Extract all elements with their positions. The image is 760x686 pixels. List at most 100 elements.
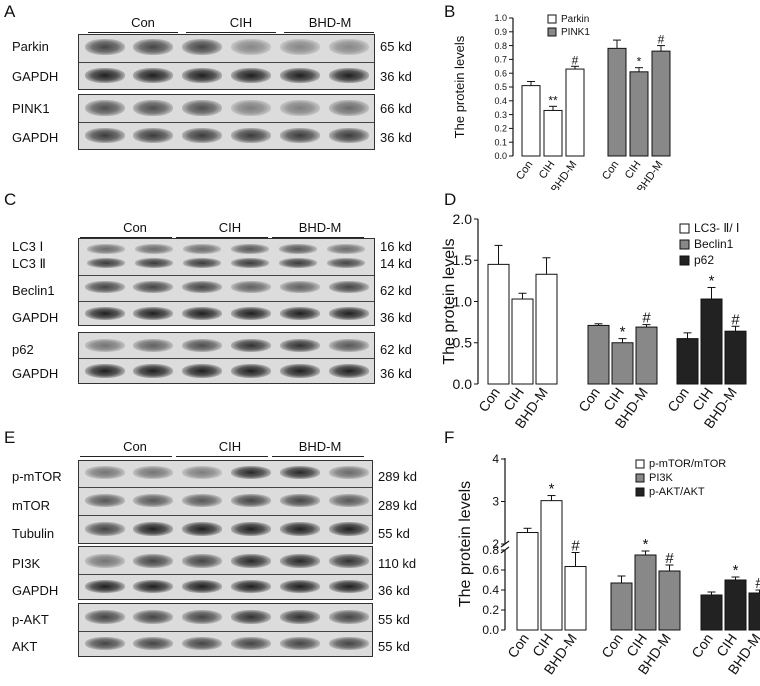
bar [724,579,747,631]
group-label-bhd-m: BHD-M [298,439,342,454]
y-tick-label: 1.0 [453,293,473,309]
x-tick-label: CIH [623,159,644,181]
legend-label: p-mTOR/mTOR [649,458,726,470]
significance-mark: # [755,575,760,592]
y-tick-label: 0.1 [494,137,507,147]
group-label-con: Con [123,220,147,235]
group-label-cih: CIH [229,15,253,30]
bar-chart-d: The protein levels0.00.51.01.52.0ConCIHB… [441,211,747,428]
significance-mark: # [571,538,580,555]
bar [610,582,633,631]
bar [565,68,585,157]
molecular-weight: 36 kd [378,583,410,598]
group-line [284,32,374,33]
significance-mark: # [642,310,651,327]
y-tick-label: 0.2 [482,603,499,617]
significance-mark: # [572,53,579,67]
bar [511,298,534,385]
blot-label: p-mTOR [12,469,62,484]
x-tick-label: Con [688,631,716,661]
y-axis-label: The protein levels [452,35,467,138]
legend-swatch [679,255,690,266]
legend-swatch [679,239,690,250]
molecular-weight: 36 kd [380,69,412,84]
legend-swatch [679,223,690,234]
blot-label: Parkin [12,39,49,54]
y-tick-label: 0.8 [494,41,507,51]
legend-swatch [635,473,645,483]
panel-letter-c: C [4,190,17,209]
bar [487,263,510,385]
y-axis-label: The protein levels [441,238,458,364]
bar [700,298,723,385]
panel-letter-d: D [444,190,457,209]
y-tick-label: 1.5 [453,252,473,268]
legend-label: Parkin [561,14,589,25]
significance-mark: * [643,536,649,553]
blot-label: GAPDH [12,366,59,381]
legend-label: p-AKT/AKT [649,486,705,498]
y-tick-label: 0.4 [494,96,507,106]
y-tick-label: 2.0 [453,211,473,227]
y-tick-label: 0.6 [494,68,507,78]
x-tick-label: Con [575,385,603,415]
molecular-weight: 36 kd [380,130,412,145]
blot-label: AKT [12,639,38,654]
x-tick-label: Con [664,385,692,415]
significance-mark: ** [548,93,558,107]
group-line [88,32,178,33]
blot-label: p-AKT [12,612,49,627]
y-tick-label: 0.5 [494,82,507,92]
y-tick-label: 0.5 [453,335,473,351]
molecular-weight: 110 kd [378,556,417,571]
bar [658,570,681,631]
blot-label: mTOR [12,498,51,513]
molecular-weight: 62 kd [380,283,412,298]
y-tick-label: 0.2 [494,124,507,134]
y-tick-label: 4 [492,452,499,466]
x-tick-label: Con [504,631,532,661]
panel-letter-e: E [4,428,16,447]
legend-swatch [547,27,557,37]
significance-mark: # [658,33,665,47]
blot-label: GAPDH [12,130,59,145]
molecular-weight: 55 kd [378,639,410,654]
y-tick-label: 0.0 [494,151,507,161]
group-label-cih: CIH [218,439,242,454]
y-tick-label: 1.0 [494,13,507,23]
y-tick-label: 2 [492,537,499,551]
bar [629,71,649,157]
blot-label: LC3 Ⅱ [12,256,46,271]
blot-strip-p62-gapdh [78,332,375,384]
bar [651,50,671,157]
group-line [80,237,172,238]
blot-strip-lc3-beclin1-gapdh [78,238,375,326]
legend-label: p62 [694,253,714,267]
molecular-weight: 36 kd [380,310,412,325]
x-tick-label: Con [514,159,535,182]
significance-mark: # [665,550,674,567]
y-tick-label: 0.9 [494,27,507,37]
molecular-weight: 65 kd [380,39,412,54]
molecular-weight: 66 kd [380,101,412,116]
x-tick-label: Con [600,159,621,182]
blot-label: PI3K [12,556,41,571]
legend-swatch [635,487,645,497]
blot-label: GAPDH [12,69,59,84]
significance-mark: * [549,481,555,498]
y-tick-label: 0.0 [482,623,499,637]
bar [748,592,760,631]
y-axis-label: The protein levels [457,481,474,607]
molecular-weight: 55 kd [378,612,410,627]
blot-strip-parkin-gapdh [78,34,375,90]
significance-mark: * [637,55,642,69]
x-tick-label: Con [598,631,626,661]
blot-strip-pink1-gapdh [78,94,375,150]
blot-label: PINK1 [12,101,50,116]
blot-label: Tubulin [12,526,55,541]
group-line [186,32,276,33]
bar [700,594,723,631]
bar-chart-b: The protein levels 0.0 0.1 0.2 0.3 0.4 0.5 0.6 0… [452,13,671,190]
group-label-bhd-m: BHD-M [308,15,352,30]
molecular-weight: 62 kd [380,342,412,357]
